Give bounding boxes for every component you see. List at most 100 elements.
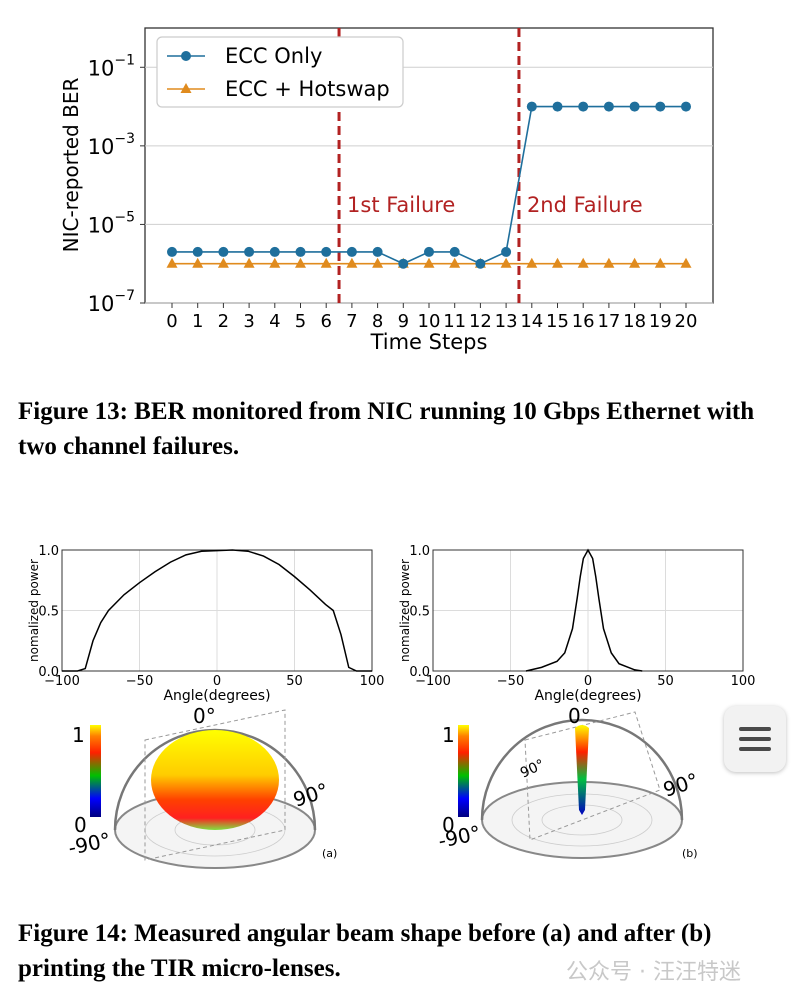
data-point: [578, 101, 589, 112]
x-tick-label: 16: [572, 311, 595, 332]
colorbar-max: 1: [442, 723, 455, 747]
x-axis-label: Angle(degrees): [163, 688, 270, 704]
x-tick-label: 13: [495, 311, 518, 332]
x-tick-label: 4: [269, 311, 280, 332]
data-point: [552, 257, 563, 268]
data-point: [655, 101, 666, 112]
legend-ecc-only: ECC Only: [225, 44, 322, 68]
figure-14-caption: Figure 14: Measured angular beam shape b…: [18, 920, 712, 982]
data-point: [577, 257, 589, 268]
data-point: [603, 257, 615, 268]
x-tick-label: 100: [360, 674, 385, 689]
y-tick-label: 1.0: [409, 544, 430, 559]
x-tick-label: −100: [415, 674, 451, 689]
y-tick-label: 0.0: [38, 665, 59, 680]
x-tick-label: 0: [584, 674, 592, 689]
data-point: [346, 257, 358, 268]
x-tick-label: 18: [623, 311, 646, 332]
legend: ECC Only ECC + Hotswap: [156, 36, 404, 108]
data-point: [398, 258, 409, 269]
data-point: [372, 257, 384, 268]
y-tick-label: 10−5: [88, 209, 135, 237]
data-point: [501, 246, 512, 257]
data-point: [449, 246, 460, 257]
x-tick-label: −50: [126, 674, 153, 689]
angle-label-right: 90°: [660, 768, 701, 802]
x-axis-label: Angle(degrees): [534, 688, 641, 704]
x-tick-label: 19: [649, 311, 672, 332]
x-tick-label: 10: [418, 311, 441, 332]
data-point: [192, 246, 203, 257]
angle-label-top: 0°: [193, 704, 216, 728]
data-point: [244, 246, 255, 257]
data-point: [218, 246, 229, 257]
y-tick-label: 10−7: [88, 288, 135, 316]
x-tick-label: 3: [243, 311, 254, 332]
angle-label-top: 0°: [568, 704, 591, 728]
x-axis-label: Time Steps: [370, 330, 488, 354]
data-point: [526, 257, 538, 268]
data-point: [423, 257, 435, 268]
x-tick-label: 50: [286, 674, 303, 689]
y-axis-label: nomalized power: [398, 559, 412, 662]
x-tick-label: 100: [731, 674, 756, 689]
menu-button[interactable]: [724, 706, 786, 772]
data-point: [321, 246, 332, 257]
y-axis-label: NIC-reported BER: [59, 78, 83, 253]
figure-14b-polar: 1 0 0° 90° 90° -90° (b): [436, 704, 701, 860]
x-tick-label: 5: [295, 311, 306, 332]
colorbar: [458, 725, 469, 817]
data-point: [295, 257, 306, 268]
x-tick-label: 50: [657, 674, 674, 689]
beam-shape-b: [575, 725, 589, 815]
data-point: [526, 101, 537, 112]
data-point: [449, 257, 461, 268]
data-point: [629, 101, 640, 112]
beam-profile-line: [62, 549, 372, 672]
data-point: [552, 101, 563, 112]
x-tick-label: 7: [346, 311, 357, 332]
x-tick-label: 15: [546, 311, 569, 332]
panel-label-a: (a): [322, 847, 337, 860]
figure-14a-polar: 1 0 0° 90° -90° (a): [66, 704, 337, 869]
figure-14a-chart: −100 −50 0 50 100 0.0 0.5 1.0 Angle(degrees) noma…: [27, 544, 385, 704]
y-tick-label: 10−1: [88, 52, 135, 80]
x-tick-label: 0: [166, 311, 177, 332]
legend-ecc-hotswap: ECC + Hotswap: [225, 77, 390, 101]
x-tick-label: 1: [192, 311, 203, 332]
y-axis-label: nomalized power: [27, 559, 41, 662]
figure-13-caption: Figure 13: BER monitored from NIC runnin…: [18, 398, 755, 460]
colorbar-max: 1: [72, 723, 85, 747]
y-tick-label: 0.5: [38, 605, 59, 620]
angle-label-right: 90°: [290, 778, 331, 812]
x-tick-label: 2: [218, 311, 229, 332]
failure-label: 2nd Failure: [527, 193, 643, 217]
watermark: 公众号 · 汪汪特迷: [566, 960, 741, 985]
data-point: [680, 257, 692, 268]
x-tick-label: −50: [497, 674, 524, 689]
failure-label: 1st Failure: [347, 193, 455, 217]
x-tick-label: 0: [213, 674, 221, 689]
data-point: [269, 257, 281, 268]
data-point: [346, 246, 357, 257]
y-tick-label: 0.0: [409, 665, 430, 680]
x-tick-label: 20: [675, 311, 698, 332]
legend-marker-ecc-hotswap: [180, 83, 192, 93]
x-tick-label: 9: [398, 311, 409, 332]
x-tick-label: 8: [372, 311, 383, 332]
beam-profile-line: [525, 548, 643, 672]
data-point: [167, 246, 177, 257]
data-point: [629, 257, 641, 268]
colorbar-min: 0: [74, 813, 87, 837]
data-point: [372, 246, 383, 257]
data-point: [192, 257, 204, 268]
data-point: [269, 246, 280, 257]
data-point: [295, 246, 306, 257]
y-tick-label: 0.5: [409, 605, 430, 620]
data-point: [603, 101, 614, 112]
panel-label-b: (b): [682, 847, 698, 860]
legend-marker-ecc-only: [181, 51, 191, 61]
data-point: [424, 246, 434, 257]
x-tick-label: 17: [597, 311, 620, 332]
colorbar: [90, 725, 101, 817]
